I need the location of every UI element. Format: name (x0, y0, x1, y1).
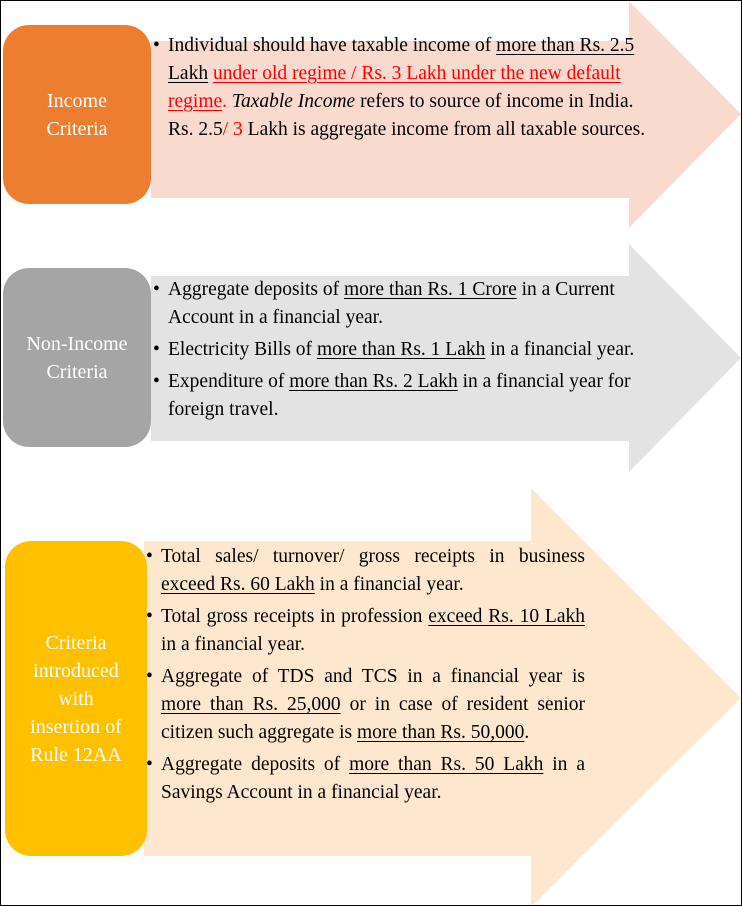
bullet-text: in a Current Account in a financial year… (168, 279, 615, 328)
highlighted-threshold: exceed Rs. 10 Lakh (428, 606, 585, 627)
highlighted-threshold: more than Rs. 2.5 Lakh (168, 35, 635, 84)
bullet-text: Individual should have taxable income of (168, 35, 497, 56)
bullet-item: Aggregate of TDS and TCS in a financial … (146, 663, 585, 747)
bullet-text: in a Savings Account in a financial year… (161, 754, 585, 803)
bullet-item: Aggregate deposits of more than Rs. 1 Cr… (153, 276, 656, 332)
highlighted-threshold: more than Rs. 2 Lakh (289, 371, 458, 392)
bullet-text: or in case of resident senior citizen su… (161, 694, 585, 743)
bullet-text: Total gross receipts in profession (161, 606, 429, 627)
bullet-text: / 3 (222, 119, 243, 140)
label-line: with (58, 687, 94, 710)
label-line: introduced (33, 659, 119, 682)
bullet-text: in a financial year for foreign travel. (168, 371, 631, 420)
label-line: Criteria (45, 631, 107, 654)
highlighted-threshold: more than Rs. 1 Lakh (316, 339, 486, 360)
highlighted-threshold: more than Rs. 1 Crore (344, 279, 517, 300)
bullet-item: Electricity Bills of more than Rs. 1 Lak… (153, 336, 656, 364)
bullet-item: Aggregate deposits of more than Rs. 50 L… (146, 751, 585, 807)
bullet-text: in a financial year. (314, 574, 464, 595)
highlighted-threshold: exceed Rs. 60 Lakh (161, 574, 315, 595)
non-income-criteria-label: Non-Income Criteria (3, 268, 151, 447)
bullet-text: Expenditure of (168, 371, 290, 392)
bullet-item: Expenditure of more than Rs. 2 Lakh in a… (153, 368, 656, 424)
bullet-item: Total sales/ turnover/ gross receipts in… (146, 543, 585, 599)
bullet-text: Taxable Income (231, 91, 356, 112)
bullet-text: Aggregate of TDS and TCS in a financial … (161, 666, 585, 687)
bullet-text: Electricity Bills of (168, 339, 317, 360)
label-line: Criteria (46, 117, 108, 140)
rule-12aa-criteria-label: Criteria introduced with insertion of Ru… (5, 541, 147, 856)
label-line: Income (47, 89, 107, 112)
bullet-text: in a financial year. (485, 339, 635, 360)
label-line: insertion of (30, 715, 122, 738)
non-income-criteria-bullets: Aggregate deposits of more than Rs. 1 Cr… (153, 276, 656, 428)
bullet-text: . (524, 722, 530, 743)
rule-12aa-criteria-bullets: Total sales/ turnover/ gross receipts in… (146, 543, 585, 811)
label-line: Rule 12AA (30, 743, 122, 766)
bullet-item: Total gross receipts in profession excee… (146, 603, 585, 659)
bullet-text: Aggregate deposits of (168, 279, 344, 300)
highlighted-threshold: more than Rs. 50 Lakh (349, 754, 544, 775)
bullet-text: Lakh is aggregate income from all taxabl… (242, 119, 646, 140)
bullet-item: Individual should have taxable income of… (153, 32, 656, 144)
income-criteria-label: Income Criteria (3, 25, 151, 204)
income-criteria-bullets: Individual should have taxable income of… (153, 32, 656, 148)
bullet-text: . (222, 91, 232, 112)
highlighted-threshold: more than Rs. 25,000 (161, 694, 341, 715)
bullet-text: Aggregate deposits of (161, 754, 350, 775)
bullet-text: refers to source of income in India. Rs.… (168, 91, 634, 140)
highlighted-threshold: more than Rs. 50,000 (357, 722, 525, 743)
bullet-text: Total sales/ turnover/ gross receipts in… (161, 546, 585, 567)
highlighted-threshold: under old regime / Rs. 3 Lakh under the … (168, 63, 621, 112)
label-line: Non-Income (26, 332, 128, 355)
label-line: Criteria (46, 360, 108, 383)
bullet-text: in a financial year. (161, 634, 306, 655)
